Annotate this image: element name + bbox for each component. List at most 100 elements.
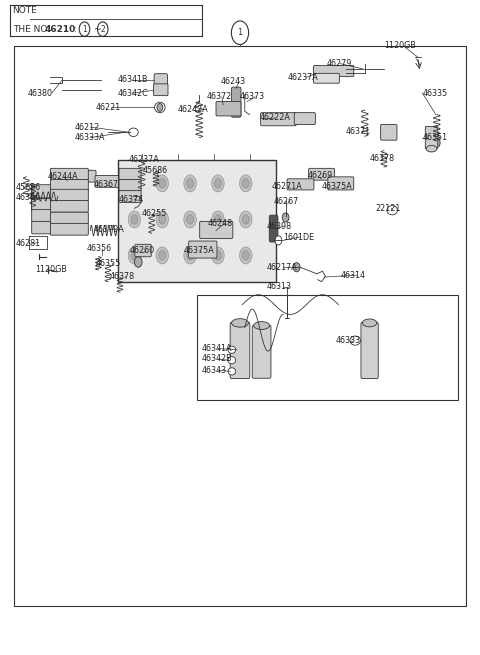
Text: 46271A: 46271A [271, 182, 302, 191]
Ellipse shape [387, 206, 397, 215]
Circle shape [156, 175, 168, 192]
Circle shape [156, 211, 168, 228]
Bar [197, 295, 458, 400]
Circle shape [128, 175, 141, 192]
FancyBboxPatch shape [32, 210, 57, 222]
Circle shape [184, 247, 196, 264]
Text: 46281: 46281 [16, 239, 41, 248]
FancyBboxPatch shape [425, 126, 438, 149]
Ellipse shape [228, 367, 236, 375]
FancyBboxPatch shape [230, 322, 250, 379]
Circle shape [184, 175, 196, 192]
Circle shape [282, 213, 289, 222]
Text: 46378: 46378 [370, 154, 395, 163]
FancyBboxPatch shape [118, 160, 276, 282]
FancyBboxPatch shape [381, 124, 397, 140]
Ellipse shape [254, 322, 270, 329]
FancyBboxPatch shape [216, 102, 241, 116]
Text: 46217A: 46217A [267, 263, 298, 272]
FancyBboxPatch shape [50, 212, 88, 224]
Circle shape [184, 211, 196, 228]
FancyBboxPatch shape [119, 168, 141, 180]
Text: 46333A: 46333A [74, 133, 105, 142]
Circle shape [433, 138, 440, 147]
FancyBboxPatch shape [287, 179, 314, 190]
FancyBboxPatch shape [32, 198, 57, 211]
Text: 46356: 46356 [86, 244, 111, 253]
Circle shape [242, 251, 249, 260]
Text: 45686: 45686 [143, 166, 168, 175]
Circle shape [97, 22, 108, 36]
Circle shape [159, 179, 166, 188]
Text: ~: ~ [93, 25, 101, 33]
Circle shape [240, 175, 252, 192]
Text: 46373: 46373 [240, 92, 265, 102]
Text: 46371: 46371 [346, 126, 371, 136]
Text: 1: 1 [82, 25, 87, 33]
Circle shape [159, 251, 166, 260]
Text: 46342C: 46342C [118, 88, 148, 98]
Circle shape [242, 179, 249, 188]
Text: 46372: 46372 [206, 92, 232, 102]
Circle shape [128, 211, 141, 228]
Text: 46343: 46343 [202, 365, 227, 375]
Text: 1: 1 [238, 28, 242, 37]
Circle shape [79, 22, 90, 36]
Text: 46375A: 46375A [322, 182, 352, 191]
FancyBboxPatch shape [328, 177, 354, 190]
Text: 22121: 22121 [375, 204, 401, 213]
Text: 46341A: 46341A [202, 344, 232, 353]
Text: 46366: 46366 [16, 193, 41, 202]
Text: 46243: 46243 [221, 77, 246, 86]
FancyBboxPatch shape [119, 191, 141, 202]
Text: 2: 2 [100, 25, 105, 33]
Circle shape [128, 247, 141, 264]
Circle shape [212, 211, 224, 228]
Circle shape [187, 251, 193, 260]
Circle shape [187, 215, 193, 224]
Text: 46269: 46269 [307, 171, 333, 180]
Circle shape [157, 103, 163, 111]
FancyBboxPatch shape [309, 168, 335, 180]
Circle shape [275, 236, 282, 245]
Ellipse shape [155, 102, 165, 113]
Circle shape [156, 247, 168, 264]
FancyBboxPatch shape [32, 221, 57, 234]
Text: 46335: 46335 [422, 88, 447, 98]
Text: 46380: 46380 [28, 88, 53, 98]
FancyBboxPatch shape [200, 221, 233, 238]
FancyBboxPatch shape [50, 223, 88, 235]
Ellipse shape [129, 128, 138, 137]
Ellipse shape [228, 346, 236, 354]
Text: 46379A: 46379A [94, 225, 124, 234]
FancyBboxPatch shape [95, 176, 119, 187]
FancyBboxPatch shape [189, 241, 217, 258]
Text: NOTE: NOTE [12, 6, 37, 15]
FancyBboxPatch shape [119, 179, 141, 191]
FancyBboxPatch shape [252, 326, 271, 379]
FancyBboxPatch shape [313, 73, 339, 83]
Text: 46255: 46255 [142, 209, 167, 218]
Text: 1120GB: 1120GB [384, 41, 416, 50]
FancyBboxPatch shape [154, 84, 168, 96]
FancyBboxPatch shape [50, 168, 88, 180]
FancyBboxPatch shape [294, 113, 315, 124]
Text: 46313: 46313 [267, 282, 292, 291]
Circle shape [212, 247, 224, 264]
FancyBboxPatch shape [313, 66, 354, 77]
Circle shape [134, 257, 142, 267]
Text: 1120GB: 1120GB [35, 265, 67, 274]
FancyBboxPatch shape [231, 87, 241, 117]
Text: THE NO.: THE NO. [13, 25, 50, 33]
Ellipse shape [362, 319, 377, 327]
Bar [14, 46, 466, 606]
Circle shape [293, 263, 300, 272]
Text: 46210: 46210 [45, 25, 76, 33]
Ellipse shape [231, 319, 249, 328]
Text: 46242A: 46242A [178, 105, 208, 114]
FancyBboxPatch shape [32, 185, 57, 198]
FancyBboxPatch shape [361, 322, 378, 379]
Circle shape [231, 21, 249, 45]
Text: 45686: 45686 [16, 183, 41, 192]
FancyBboxPatch shape [154, 74, 168, 86]
